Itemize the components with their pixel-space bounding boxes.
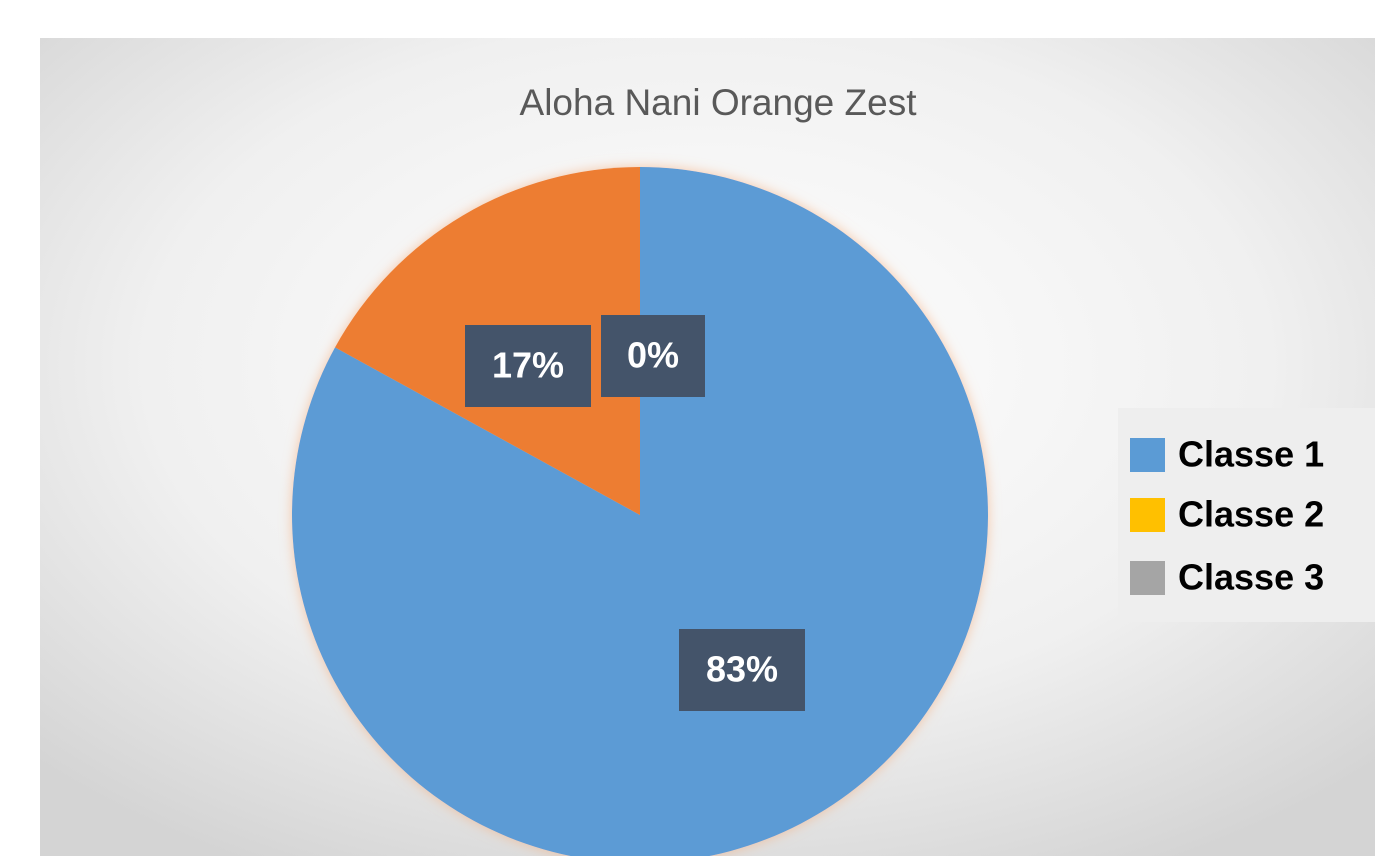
legend-label: Classe 1 <box>1178 434 1324 475</box>
legend-label: Classe 2 <box>1178 494 1324 535</box>
data-label-box <box>679 629 805 711</box>
legend-swatch <box>1130 561 1165 595</box>
data-label: 17% <box>492 345 564 386</box>
legend-swatch <box>1130 498 1165 532</box>
data-label: 0% <box>627 335 679 376</box>
legend-swatch <box>1130 438 1165 472</box>
legend-label: Classe 3 <box>1178 557 1324 598</box>
data-label: 83% <box>706 649 778 690</box>
data-label-box <box>465 325 591 407</box>
pie <box>292 167 988 856</box>
data-label-box <box>601 315 705 397</box>
chart-title: Aloha Nani Orange Zest <box>520 82 918 123</box>
pie-slice <box>292 167 988 856</box>
